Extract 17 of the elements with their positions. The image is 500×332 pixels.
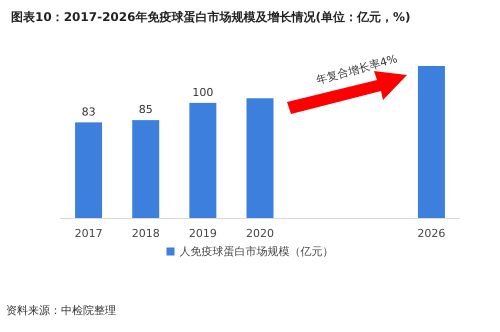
data-label: 85: [138, 103, 153, 116]
x-tick-label: 2020: [246, 227, 274, 240]
text: 资料来源：中检院整理: [6, 304, 116, 317]
bar: [418, 66, 445, 218]
annotation: 年复合增长率4%: [314, 52, 399, 87]
x-tick-label: 2017: [74, 227, 103, 240]
legend-label: 人免疫球蛋白市场规模（亿元）: [180, 245, 334, 258]
bar: [189, 102, 216, 218]
data-label: 83: [82, 105, 96, 118]
chart-title: 图表10：2017-2026年免疫球蛋白市场规模及增长情况(单位：亿元，%): [11, 10, 410, 24]
bar: [132, 120, 160, 218]
bar: [246, 98, 274, 218]
data-label: 100: [192, 86, 214, 99]
bar: [75, 122, 102, 218]
x-tick-label: 2018: [132, 227, 160, 240]
x-tick-label: 2019: [188, 227, 217, 240]
x-tick-label: 2026: [417, 227, 446, 240]
